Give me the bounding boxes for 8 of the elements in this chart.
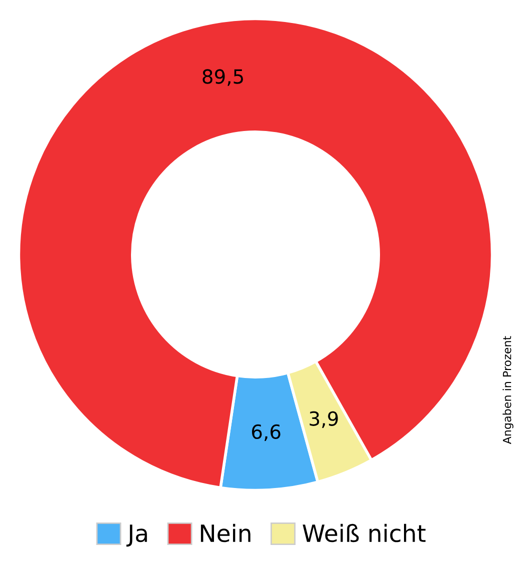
data-label: 89,5 [202,69,243,86]
legend-label: Ja [126,524,147,547]
text: Angaben in Prozent [502,336,514,444]
donut-slice [17,17,494,490]
legend-label: Nein [200,524,250,542]
data-label: 6,6 [252,424,280,442]
legend-label: Weiß nicht [302,524,426,542]
data-label: 3,9 [310,411,338,428]
